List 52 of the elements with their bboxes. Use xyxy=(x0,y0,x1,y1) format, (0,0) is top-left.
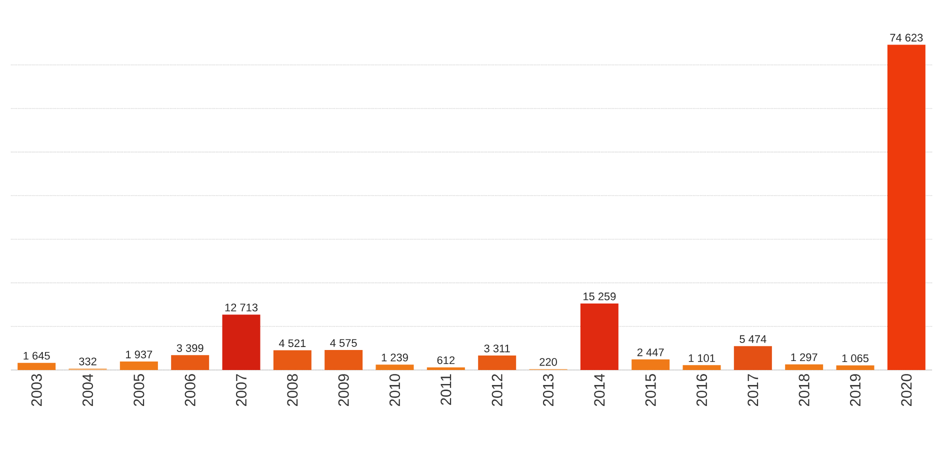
x-tick-label: 2008 xyxy=(287,374,298,406)
data-label: 1 101 xyxy=(688,354,715,362)
data-label: 1 645 xyxy=(24,352,50,360)
bar xyxy=(426,367,465,370)
data-label: 332 xyxy=(79,358,96,366)
data-label: 1 297 xyxy=(791,353,818,362)
x-tick-label: 2005 xyxy=(134,374,144,406)
data-label: 1 937 xyxy=(126,350,152,358)
x-tick-label: 2003 xyxy=(31,374,42,406)
bar xyxy=(785,364,824,370)
x-tick-label: 2010 xyxy=(389,374,400,406)
data-label: 74 623 xyxy=(890,34,923,42)
x-tick-label: 2006 xyxy=(184,374,196,406)
data-label: 3 311 xyxy=(484,344,510,352)
data-label: 4 521 xyxy=(278,339,306,348)
bar xyxy=(324,350,363,370)
data-label: 2 447 xyxy=(637,348,664,356)
x-tick-label: 2004 xyxy=(82,374,94,406)
bar xyxy=(478,356,516,370)
x-tick-label: 2018 xyxy=(798,374,810,406)
data-label: 220 xyxy=(540,358,557,366)
bar xyxy=(632,359,670,370)
x-tick-label: 2012 xyxy=(492,374,502,406)
data-label: 5 474 xyxy=(740,335,766,343)
bar xyxy=(120,362,158,370)
bar xyxy=(580,303,618,370)
x-tick-label: 2007 xyxy=(236,374,247,406)
data-label: 4 575 xyxy=(330,339,357,347)
data-label: 12 713 xyxy=(225,304,258,312)
data-label: 612 xyxy=(437,356,455,364)
x-tick-label: 2015 xyxy=(645,374,656,406)
x-tick-label: 2017 xyxy=(748,374,758,406)
x-tick-label: 2014 xyxy=(594,374,605,406)
x-tick-label: 2011 xyxy=(440,374,452,405)
bar xyxy=(836,365,874,370)
x-tick-label: 2009 xyxy=(338,374,349,406)
x-tick-label: 2020 xyxy=(901,374,912,406)
bar xyxy=(222,314,260,370)
x-tick-label: 2013 xyxy=(542,374,554,406)
x-tick-label: 2019 xyxy=(850,374,861,406)
x-tick-label: 2016 xyxy=(696,374,708,406)
bar xyxy=(682,365,721,370)
bar xyxy=(376,364,414,370)
bar xyxy=(734,346,772,370)
bar xyxy=(171,355,210,370)
data-label: 1 239 xyxy=(382,354,408,362)
data-label: 3 399 xyxy=(176,344,204,352)
data-label: 1 065 xyxy=(842,354,868,362)
bar xyxy=(273,350,312,370)
bar xyxy=(887,44,926,370)
bar xyxy=(18,362,56,370)
data-label: 15 259 xyxy=(583,292,616,300)
